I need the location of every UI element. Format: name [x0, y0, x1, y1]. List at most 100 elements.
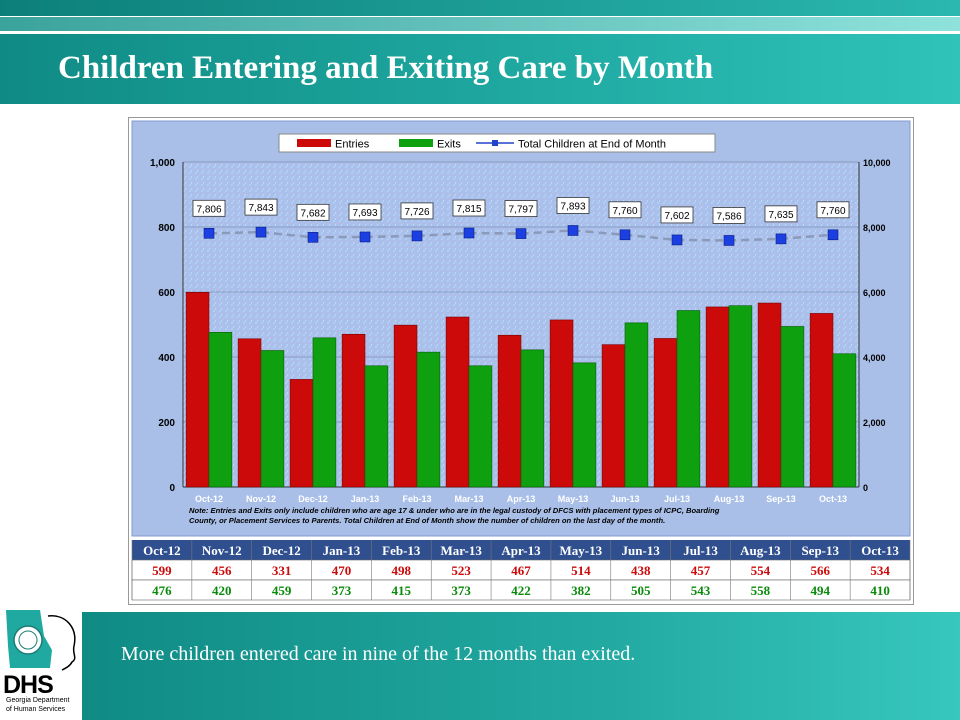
x-tick-label: Oct-12 — [195, 494, 223, 504]
top-stripe — [0, 0, 960, 16]
x-tick-label: Jan-13 — [351, 494, 380, 504]
title-bar — [0, 34, 960, 104]
table-entries-cell: 534 — [870, 563, 890, 578]
bar-exits — [312, 337, 337, 488]
bar-exits — [208, 332, 233, 488]
table-entries-cell: 456 — [212, 563, 232, 578]
bottom-bar — [82, 612, 960, 720]
bar-entries — [289, 379, 314, 488]
table-exits-cell: 373 — [332, 583, 352, 598]
total-data-label: 7,806 — [196, 204, 221, 215]
bars — [185, 292, 857, 488]
total-data-label-box — [816, 201, 850, 219]
total-point — [307, 232, 319, 243]
total-point — [775, 233, 787, 245]
total-data-label-box — [400, 202, 434, 220]
table-exits-cell: 505 — [631, 583, 651, 598]
bar-entries — [809, 313, 834, 488]
total-data-label-box — [192, 199, 226, 217]
bar-exits — [676, 310, 701, 488]
total-point — [463, 227, 475, 239]
legend-total: Total Children at End of Month — [518, 139, 666, 151]
slide-title: Children Entering and Exiting Care by Mo… — [58, 50, 714, 86]
total-data-label-box — [712, 207, 746, 224]
total-point — [515, 228, 527, 239]
x-tick-label: Apr-13 — [507, 494, 536, 504]
total-point — [723, 235, 735, 246]
chart-note: Note: Entries and Exits only include chi… — [189, 506, 722, 525]
bar-exits — [364, 365, 389, 488]
bar-entries — [341, 333, 366, 488]
bar-entries — [549, 319, 574, 488]
total-point — [255, 226, 267, 238]
seal-circle — [13, 625, 43, 655]
total-data-label: 7,693 — [352, 208, 377, 219]
table-exits-cell: 494 — [810, 583, 830, 598]
bar-entries — [601, 344, 626, 488]
total-point — [671, 234, 683, 246]
x-tick-label: Mar-13 — [454, 494, 483, 504]
table-header-cell: Aug-13 — [740, 543, 781, 558]
table-header-cell: Feb-13 — [382, 543, 421, 558]
table-header-cell: Jan-13 — [323, 543, 361, 558]
table-entries-cell: 523 — [451, 563, 471, 578]
table-header-cell: Jul-13 — [683, 543, 718, 558]
y-tick-label: 800 — [158, 223, 175, 234]
legend-swatch-exits — [399, 139, 433, 147]
table-entries-cell: 554 — [751, 563, 771, 578]
x-tick-label: Feb-13 — [402, 494, 431, 504]
total-data-label-box — [660, 206, 694, 224]
y-tick-label: 0 — [169, 483, 175, 494]
data-table: Oct-12 599 476 Nov-12 456 420 Dec-12 331 459 Jan-… — [131, 540, 911, 601]
table-header-cell: Jun-13 — [622, 543, 661, 558]
total-data-label-box — [244, 198, 278, 216]
table-entries-cell: 470 — [332, 563, 352, 578]
y-tick-label: 1,000 — [150, 158, 175, 169]
table-entries-cell: 457 — [691, 563, 711, 578]
table-exits-cell: 382 — [571, 583, 591, 598]
table-entries-cell: 566 — [810, 563, 830, 578]
georgia-seal-icon — [6, 610, 76, 671]
total-point — [827, 229, 839, 241]
table-entries-cell: 331 — [272, 563, 292, 578]
x-tick-label: Dec-12 — [298, 494, 328, 504]
table-exits-cell: 373 — [451, 583, 471, 598]
bar-entries — [497, 334, 522, 488]
total-data-label: 7,843 — [248, 203, 273, 214]
bar-entries — [237, 338, 262, 488]
legend-swatch-entries — [297, 139, 331, 147]
total-data-label-box — [504, 200, 538, 217]
logo-subtitle-line-2: of Human Services — [6, 706, 66, 713]
bar-exits — [728, 305, 753, 488]
total-point — [619, 229, 631, 241]
total-data-label-box — [348, 203, 382, 221]
table-entries-cell: 599 — [152, 563, 172, 578]
legend-swatch-total-marker — [492, 140, 498, 146]
total-point — [203, 228, 215, 239]
table-exits-cell: 476 — [152, 583, 172, 598]
legend-exits: Exits — [437, 139, 461, 151]
y2-tick-label: 10,000 — [863, 158, 891, 168]
bar-exits — [468, 365, 493, 488]
total-data-label: 7,586 — [716, 211, 741, 222]
table-exits-cell: 558 — [751, 583, 771, 598]
footer-text: More children entered care in nine of th… — [121, 643, 636, 665]
bar-entries — [393, 324, 418, 488]
table-exits-cell: 420 — [212, 583, 232, 598]
y2-axis: 0 2,000 4,000 6,000 8,000 10,000 — [858, 158, 891, 493]
y-tick-label: 400 — [158, 353, 175, 364]
total-data-label: 7,815 — [456, 204, 481, 215]
table-entries-cell: 498 — [392, 563, 412, 578]
chart: 0 200 400 600 800 1,000 0 2,000 4,000 6,000 8,000… — [131, 120, 911, 601]
bar-exits — [260, 350, 285, 488]
total-data-label-box — [608, 201, 642, 219]
total-data-label: 7,797 — [508, 205, 533, 216]
table-header-cell: Oct-13 — [861, 543, 899, 558]
x-tick-label: Aug-13 — [714, 494, 745, 504]
bar-exits — [832, 353, 857, 488]
logo-subtitle-line-1: Georgia Department — [6, 697, 70, 704]
chart-note-line-2: County, or Placement Services to Parents… — [189, 516, 665, 525]
table-entries-cell: 514 — [571, 563, 591, 578]
total-point — [567, 225, 579, 236]
table-header-cell: Oct-12 — [143, 543, 181, 558]
